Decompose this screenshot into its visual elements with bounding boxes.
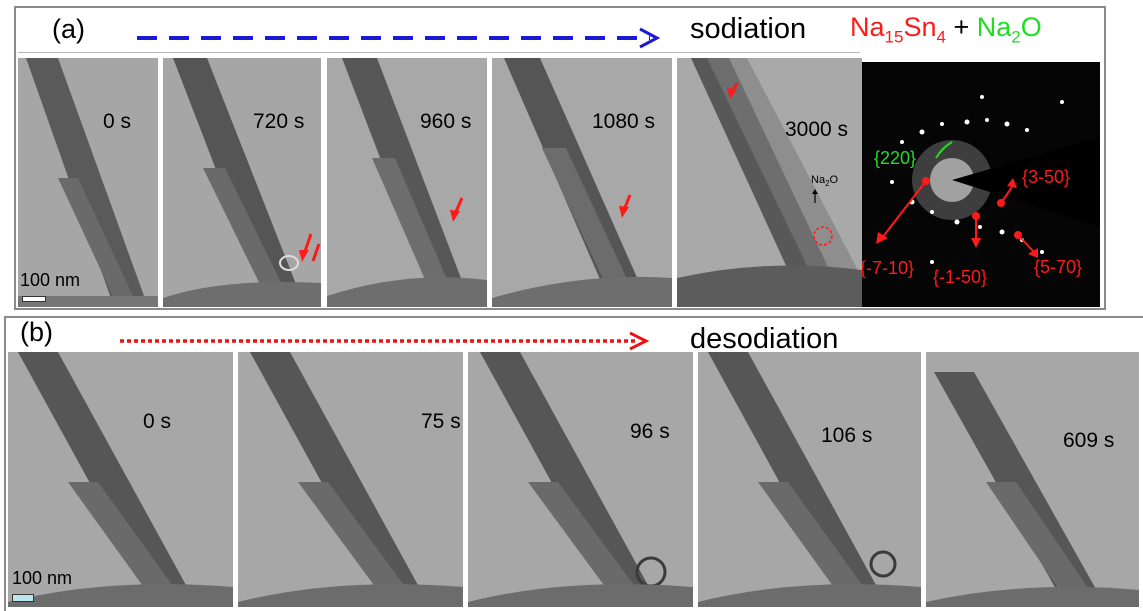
desodiation-label: desodiation [690, 323, 839, 355]
saed-pattern: {220} {3-50} {-7-10} {-1-50} {5-70} [862, 62, 1100, 307]
reflection-220: {220} [874, 148, 917, 168]
panel-a-frame [14, 6, 1106, 310]
panel-b-frame [4, 316, 1143, 611]
frame-time: 0 s [103, 110, 132, 133]
desodiation-arrow [120, 331, 650, 351]
tem-frame-b3: 96 s [468, 352, 693, 607]
scale-bar [12, 594, 34, 602]
tem-frame-a1: 0 s 100 nm [18, 58, 158, 307]
frame-time: 720 s [253, 110, 305, 133]
tem-frame-b5: 609 s [926, 352, 1139, 607]
frame-time: 96 s [630, 420, 670, 443]
panel-b-label: (b) [20, 317, 53, 347]
frame-time: 0 s [143, 410, 172, 433]
phase-formula: Na15Sn4 + Na2O [850, 12, 1042, 47]
reflection-3-50: {3-50} [1022, 167, 1071, 187]
scale-bar-label: 100 nm [12, 568, 73, 588]
sodiation-arrow [137, 27, 661, 49]
separator [18, 52, 860, 53]
tem-frame-b2: 75 s [238, 352, 463, 607]
frame-time: 106 s [821, 424, 873, 447]
tem-frame-a2: 720 s [163, 58, 321, 307]
tem-frame-b1: 0 s 100 nm [8, 352, 233, 607]
reflection-5-70: {5-70} [1034, 257, 1083, 277]
panel-a-label: (a) [52, 14, 85, 44]
tem-frame-a4: 1080 s [492, 58, 672, 307]
na2o-label: Na2O [811, 174, 839, 189]
reflection-7-10: {-7-10} [862, 258, 915, 278]
tem-frame-b4: 106 s [698, 352, 921, 607]
tem-frame-a5: 3000 s Na2O [677, 58, 862, 307]
reflection-1-50: {-1-50} [933, 267, 988, 287]
sodiation-label: sodiation [690, 13, 807, 45]
scale-bar-label: 100 nm [20, 270, 81, 290]
scale-bar [22, 296, 46, 302]
frame-time: 960 s [420, 110, 472, 133]
frame-time: 609 s [1063, 429, 1115, 452]
frame-time: 75 s [421, 410, 461, 433]
frame-time: 3000 s [785, 118, 849, 141]
tem-frame-a3: 960 s [327, 58, 487, 307]
frame-time: 1080 s [592, 110, 656, 133]
